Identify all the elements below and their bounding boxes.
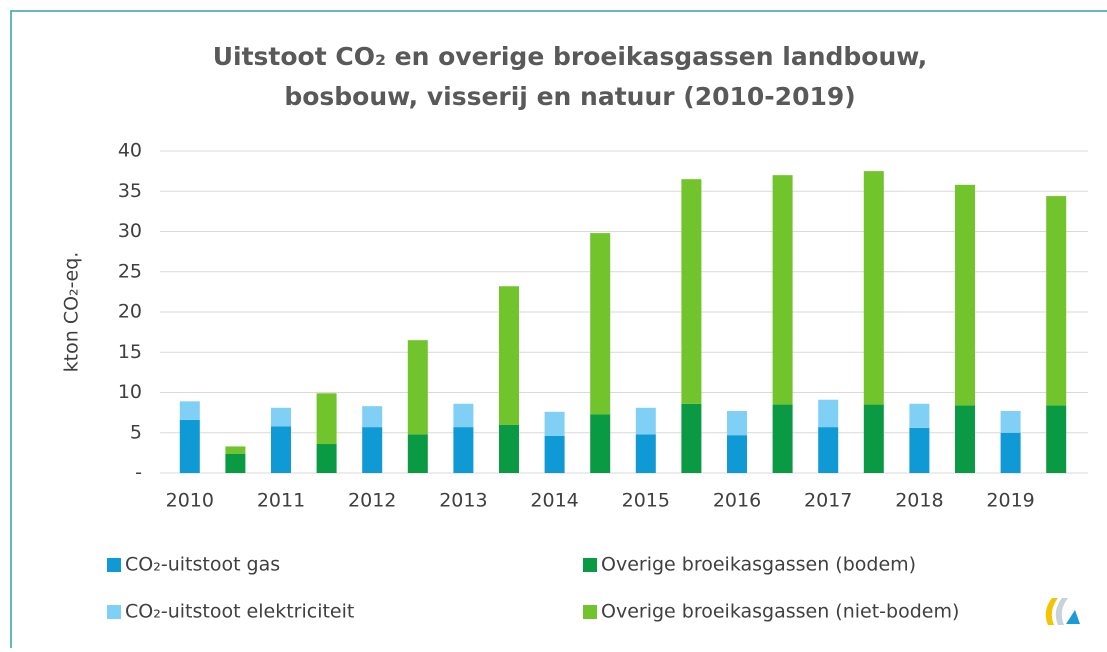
- y-tick-label: 15: [118, 341, 142, 363]
- bar: [1046, 405, 1067, 473]
- bar: [681, 179, 702, 404]
- y-axis-label: kton CO₂-eq.: [61, 252, 83, 373]
- bar: [909, 427, 930, 473]
- bar: [499, 424, 519, 473]
- bar: [544, 435, 565, 473]
- bar: [407, 434, 428, 473]
- bar: [271, 426, 291, 473]
- bar: [635, 407, 656, 435]
- legend-swatch: [583, 558, 597, 572]
- chart-title: bosbouw, visserij en natuur (2010-2019): [284, 82, 855, 111]
- bar: [179, 419, 200, 473]
- legend-swatch: [107, 605, 121, 619]
- x-tick-label: 2018: [895, 490, 943, 512]
- bar: [316, 444, 337, 473]
- bar: [225, 453, 246, 473]
- y-tick-label: 40: [118, 140, 142, 162]
- legend-label: Overige broeikasgassen (niet-bodem): [601, 601, 959, 623]
- bar: [590, 233, 611, 415]
- frame: [10, 10, 1107, 652]
- bar: [1000, 432, 1021, 473]
- y-tick-label: 10: [118, 381, 142, 403]
- x-tick-label: 2019: [986, 490, 1034, 512]
- bar: [453, 427, 474, 473]
- bar: [863, 404, 884, 473]
- bar: [727, 411, 747, 436]
- legend-label: CO₂-uitstoot gas: [125, 554, 280, 576]
- y-tick-label: 30: [118, 220, 142, 242]
- bar: [772, 404, 793, 473]
- x-tick-label: 2012: [348, 490, 396, 512]
- x-tick-label: 2013: [439, 490, 487, 512]
- bar: [955, 405, 975, 473]
- bar: [1046, 196, 1067, 406]
- bar: [955, 184, 975, 406]
- legend-label: Overige broeikasgassen (bodem): [601, 554, 916, 576]
- legend-swatch: [107, 558, 121, 572]
- bar: [590, 414, 611, 473]
- bar: [818, 427, 839, 473]
- x-tick-label: 2015: [622, 490, 670, 512]
- y-tick-label: 20: [118, 301, 142, 323]
- x-tick-label: 2014: [530, 490, 578, 512]
- chart-title: Uitstoot CO₂ en overige broeikasgassen l…: [213, 42, 928, 71]
- bar: [453, 403, 474, 428]
- legend-swatch: [583, 605, 597, 619]
- y-tick-label: 35: [118, 180, 142, 202]
- bar: [362, 427, 383, 473]
- bar: [225, 446, 246, 454]
- x-tick-label: 2011: [257, 490, 305, 512]
- y-tick-label: 25: [118, 260, 142, 282]
- bar: [316, 393, 337, 445]
- bar: [1000, 411, 1021, 433]
- y-tick-label: -: [135, 462, 142, 484]
- legend-label: CO₂-uitstoot elektriciteit: [125, 601, 354, 623]
- bar: [635, 434, 656, 473]
- bar: [818, 399, 839, 428]
- x-tick-label: 2016: [713, 490, 761, 512]
- bar: [544, 411, 565, 436]
- bar: [271, 407, 291, 427]
- logo: [1045, 598, 1080, 625]
- bar: [179, 401, 200, 420]
- bar: [362, 406, 383, 428]
- bar: [499, 286, 519, 425]
- bar: [681, 403, 702, 473]
- bar: [863, 171, 884, 405]
- bar: [772, 175, 793, 405]
- bar: [727, 435, 747, 473]
- bar: [909, 403, 930, 428]
- x-tick-label: 2017: [804, 490, 852, 512]
- y-tick-label: 5: [130, 421, 142, 443]
- x-tick-label: 2010: [166, 490, 214, 512]
- bar: [407, 340, 428, 435]
